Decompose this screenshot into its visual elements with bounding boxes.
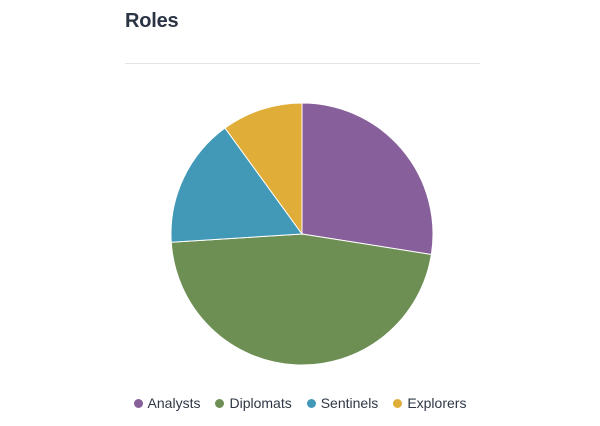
legend-dot-icon	[215, 398, 225, 408]
legend-dot-icon	[306, 398, 316, 408]
legend-dot-icon	[393, 398, 403, 408]
legend-item-sentinels[interactable]: Sentinels	[306, 395, 379, 411]
legend-item-explorers[interactable]: Explorers	[393, 395, 466, 411]
legend-label: Analysts	[147, 395, 201, 411]
pie-slice-explorers[interactable]	[224, 102, 303, 236]
legend-label: Explorers	[407, 395, 467, 411]
legend-label: Sentinels	[320, 395, 379, 411]
pie-slice-sentinels[interactable]	[170, 127, 303, 243]
legend-item-diplomats[interactable]: Diplomats	[215, 395, 292, 411]
legend-item-analysts[interactable]: Analysts	[133, 395, 201, 411]
legend-dot-icon	[133, 398, 143, 408]
chart-legend: Analysts Diplomats Sentinels Explorers	[0, 395, 600, 411]
legend-label: Diplomats	[229, 395, 292, 411]
chart-title: Roles	[125, 10, 179, 32]
title-divider	[125, 63, 480, 64]
pie-slice-diplomats[interactable]	[170, 233, 432, 366]
pie-slice-analysts[interactable]	[301, 102, 434, 256]
